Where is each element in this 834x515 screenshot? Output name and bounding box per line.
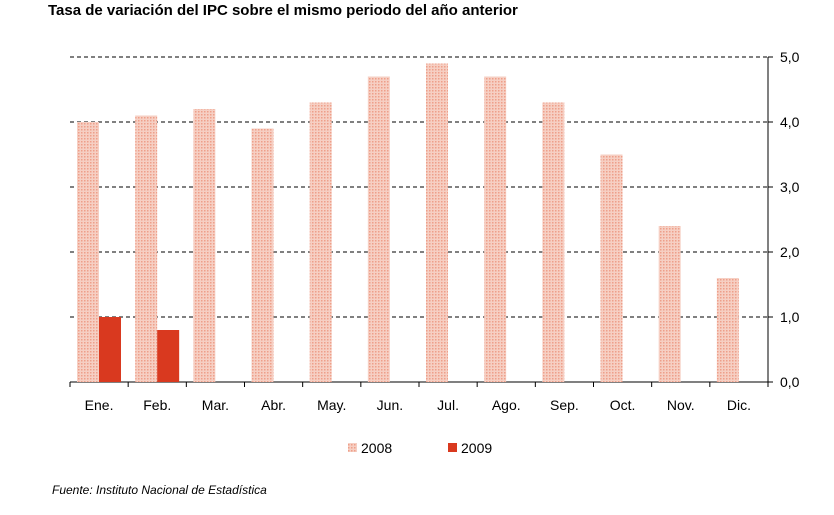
- legend-swatch-2008: [348, 443, 357, 452]
- source-note: Fuente: Instituto Nacional de Estadístic…: [52, 483, 267, 497]
- bar-2009-feb: [157, 330, 180, 382]
- y-tick-label: 1,0: [780, 309, 800, 325]
- bar-2008-ago: [484, 76, 507, 382]
- legend-label-2009: 2009: [461, 440, 492, 456]
- y-tick-label: 0,0: [780, 374, 800, 390]
- x-tick-label: Nov.: [667, 397, 695, 413]
- bar-2008-mar: [193, 109, 216, 382]
- chart-title: Tasa de variación del IPC sobre el mismo…: [48, 2, 518, 19]
- bar-2008-abr: [251, 128, 274, 382]
- bar-2008-jul: [426, 63, 448, 382]
- x-tick-label: Ago.: [492, 397, 521, 413]
- bar-2008-dic: [716, 278, 739, 382]
- bar-2008-nov: [658, 226, 681, 382]
- bar-2008-may: [309, 102, 332, 382]
- bar-2008-ene: [77, 122, 99, 382]
- x-tick-label: Abr.: [261, 397, 286, 413]
- x-tick-label: Oct.: [610, 397, 636, 413]
- x-tick-label: Ene.: [85, 397, 114, 413]
- bar-2008-jun: [367, 76, 390, 382]
- y-tick-label: 4,0: [780, 114, 800, 130]
- y-tick-label: 3,0: [780, 179, 800, 195]
- x-tick-label: Jul.: [437, 397, 459, 413]
- legend-label-2008: 2008: [361, 440, 392, 456]
- x-tick-label: Dic.: [727, 397, 751, 413]
- bar-chart: Ene. Feb. Mar. Abr. May. Jun. Jul. Ago. Sep. Oct.…: [69, 49, 800, 456]
- x-tick-label: Jun.: [377, 397, 403, 413]
- legend-swatch-2009: [448, 443, 457, 452]
- x-tick-label: Mar.: [202, 397, 229, 413]
- y-tick-label: 2,0: [780, 244, 800, 260]
- bar-2008-sep: [542, 102, 565, 382]
- bar-2008-oct: [600, 154, 623, 382]
- bar-2008-feb: [135, 115, 158, 382]
- x-tick-label: Sep.: [550, 397, 579, 413]
- x-tick-label: May.: [317, 397, 346, 413]
- y-tick-label: 5,0: [780, 49, 800, 65]
- x-tick-label: Feb.: [143, 397, 171, 413]
- bar-2009-ene: [99, 317, 121, 382]
